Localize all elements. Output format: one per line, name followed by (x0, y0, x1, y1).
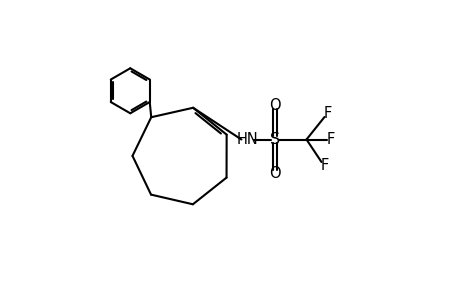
Text: F: F (323, 106, 331, 122)
Text: O: O (269, 167, 280, 182)
Text: F: F (319, 158, 328, 172)
Text: HN: HN (236, 132, 258, 147)
Text: O: O (269, 98, 280, 112)
Text: S: S (269, 132, 280, 147)
Text: F: F (326, 132, 334, 147)
